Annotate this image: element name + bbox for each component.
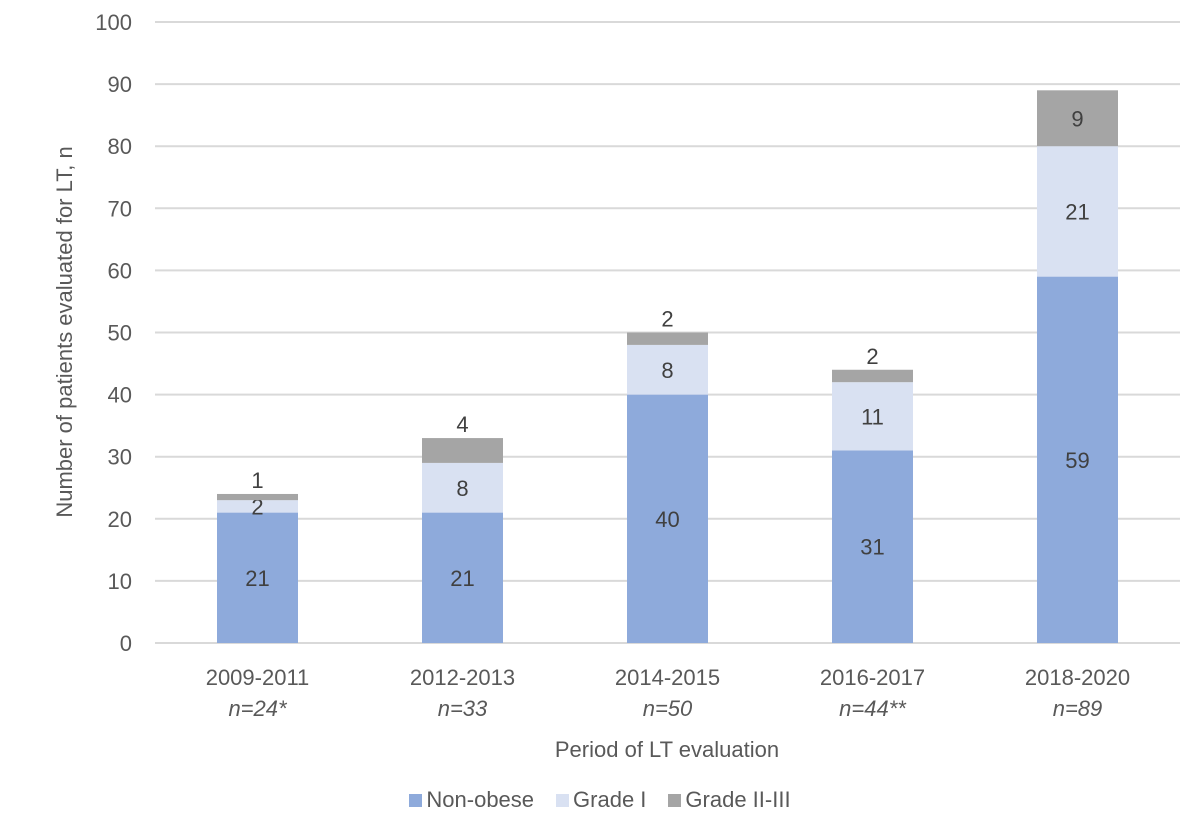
bar-segment-grade-ii-iii: [627, 332, 708, 345]
y-tick-label: 30: [108, 445, 132, 470]
x-axis-ticks: 2009-2011 n=24* 2012-2013 n=33 2014-2015 n=50…: [206, 665, 1130, 721]
legend-label: Grade I: [573, 787, 647, 812]
data-label: 31: [860, 535, 884, 560]
data-label: 40: [655, 507, 679, 532]
data-label: 21: [245, 566, 269, 591]
y-tick-label: 80: [108, 134, 132, 159]
data-label: 2: [661, 307, 673, 332]
x-tick-label: 2018-2020: [1025, 665, 1130, 690]
x-tick-sublabel: n=33: [438, 696, 488, 721]
bar-segment-grade-ii-iii: [217, 493, 298, 501]
data-label: 2: [866, 344, 878, 369]
data-label: 8: [456, 476, 468, 501]
legend-swatch-icon: [668, 793, 682, 807]
bar-segment-grade-i: [1037, 146, 1118, 277]
bar-segment-grade-ii-iii: [832, 369, 913, 383]
legend: Non-obese Grade I Grade II-III: [0, 787, 1200, 813]
legend-label: Non-obese: [426, 787, 535, 812]
data-label: 2: [251, 494, 263, 519]
data-label: 4: [456, 412, 468, 437]
bar-segment-grade-i: [627, 344, 708, 395]
legend-label: Grade II-III: [685, 787, 791, 812]
bar-segment-grade-ii-iii: [422, 438, 503, 463]
x-tick-label: 2016-2017: [820, 665, 925, 690]
x-tick-label: 2012-2013: [410, 665, 515, 690]
y-axis-ticks: 0 10 20 30 40 50 60 70 80 90 100: [95, 10, 132, 656]
x-tick-sublabel: n=89: [1053, 696, 1103, 721]
data-label: 8: [661, 358, 673, 383]
y-tick-label: 10: [108, 569, 132, 594]
y-tick-label: 70: [108, 196, 132, 221]
bar-segment-grade-i: [217, 500, 298, 513]
y-tick-label: 0: [120, 631, 132, 656]
data-label: 9: [1071, 106, 1083, 131]
legend-item: Grade I: [556, 787, 646, 813]
legend-swatch-icon: [409, 793, 423, 807]
x-axis-title: Period of LT evaluation: [555, 737, 779, 762]
bar-segment-non-obese: [422, 512, 503, 643]
data-label: 21: [450, 566, 474, 591]
bar-segment-non-obese: [832, 450, 913, 643]
bar-segment-grade-i: [832, 382, 913, 451]
y-tick-label: 60: [108, 258, 132, 283]
bar-segment-non-obese: [627, 394, 708, 643]
x-tick-label: 2014-2015: [615, 665, 720, 690]
y-axis-title: Number of patients evaluated for LT, n: [52, 146, 77, 517]
legend-item: Non-obese: [409, 787, 534, 813]
y-tick-label: 20: [108, 507, 132, 532]
y-tick-label: 50: [108, 321, 132, 346]
x-tick-sublabel: n=50: [643, 696, 693, 721]
data-label: 21: [1065, 199, 1089, 224]
bar-segment-grade-ii-iii: [1037, 90, 1118, 147]
legend-swatch-icon: [556, 793, 570, 807]
x-tick-sublabel: n=44**: [839, 696, 907, 721]
legend-item: Grade II-III: [668, 787, 791, 813]
y-tick-label: 100: [95, 10, 132, 35]
bar-segment-grade-i: [422, 462, 503, 513]
data-label: 1: [251, 468, 263, 493]
data-label: 59: [1065, 448, 1089, 473]
x-tick-label: 2009-2011: [206, 665, 310, 690]
y-tick-label: 40: [108, 383, 132, 408]
bar-segment-non-obese: [217, 512, 298, 643]
y-tick-label: 90: [108, 72, 132, 97]
data-label: 11: [861, 404, 884, 429]
x-tick-sublabel: n=24*: [228, 696, 288, 721]
bar-segment-non-obese: [1037, 276, 1118, 643]
